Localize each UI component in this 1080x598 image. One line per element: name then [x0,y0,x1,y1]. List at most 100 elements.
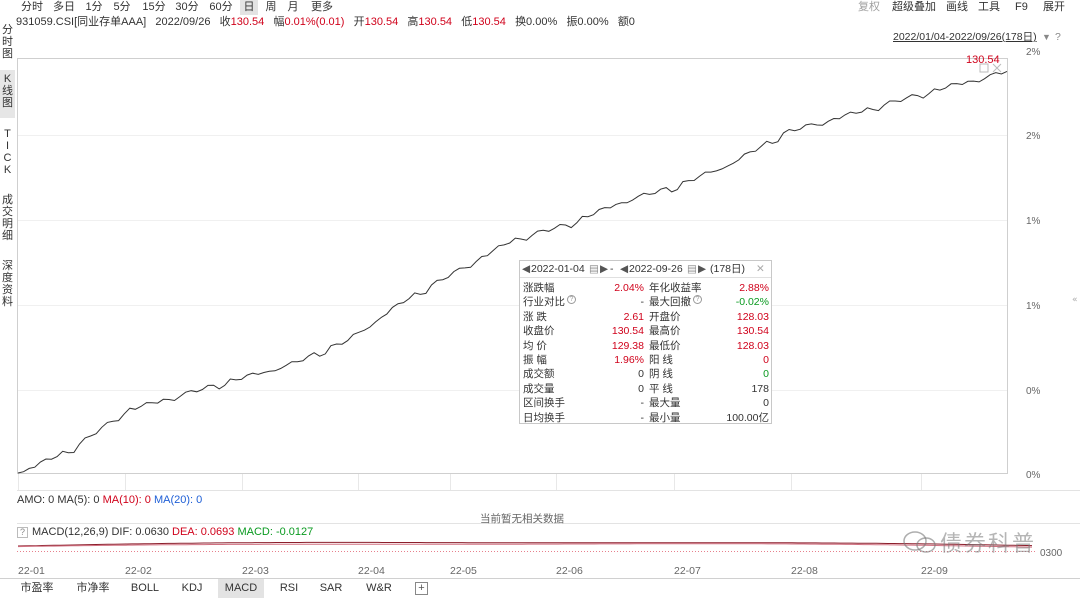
y-tick-label: 2% [1026,47,1041,58]
triangle-down-icon[interactable]: ▼ [1042,32,1051,42]
x-tick-label: 22-05 [450,565,477,577]
tab-boll[interactable]: BOLL [130,582,160,594]
period-multi-day[interactable]: 多日 [53,1,75,13]
stat-label: 最大回撤? [649,295,702,309]
ma10-label: MA(10): 0 [102,494,151,506]
chevron-left-icon[interactable]: « [1072,295,1078,305]
period-1min[interactable]: 1分 [85,1,103,13]
date-range-selector[interactable]: 2022/01/04-2022/09/26(178日) [893,31,1037,43]
stat-label: 行业对比? [523,295,576,309]
side-tab-depth-info[interactable]: 深度资料 [0,258,15,318]
popup-row: 区间换手 - 最大量 0 [520,396,771,410]
help-icon[interactable]: ? [567,295,576,305]
y-tick-label: 1% [1026,301,1041,312]
side-tab-intraday-chart[interactable]: 分时图 [0,22,15,62]
period-5min[interactable]: 5分 [113,1,131,13]
tab-pe[interactable]: 市盈率 [20,582,54,594]
tab-rsi[interactable]: RSI [279,582,299,594]
stat-label: 日均换手 [523,411,565,424]
period-30min[interactable]: 30分 [175,1,199,13]
stat-label: 最大量 [649,397,681,410]
quote-info-line: 931059.CSI[同业存单AAA] 2022/09/26 收130.54 幅… [16,15,635,29]
start-date[interactable]: 2022-01-04 [531,263,585,275]
stat-label: 收盘价 [523,325,555,338]
end-date[interactable]: 2022-09-26 [629,263,683,275]
days-count: (178日) [710,263,746,275]
tab-wr[interactable]: W&R [366,582,392,594]
period-month[interactable]: 月 [287,1,299,13]
stat-label: 涨 跌 [523,310,547,323]
side-tab-label: 分时图 [2,24,13,60]
popup-row: 涨跌幅 2.04% 年化收益率 2.88% [520,281,771,295]
tab-sar[interactable]: SAR [319,582,343,594]
calendar-icon[interactable] [979,63,989,73]
period-60min[interactable]: 60分 [209,1,233,13]
stat-label: 阳 线 [649,354,673,366]
tab-macd[interactable]: MACD [218,579,264,598]
stat-value: 0 [638,382,644,395]
restore-rights-button[interactable]: 复权 [858,1,880,13]
last-price-label: 130.54 [966,54,1000,66]
help-icon[interactable]: ? [17,527,28,538]
super-overlay-button[interactable]: 超级叠加 [892,1,936,13]
ma20-label: MA(20): 0 [153,494,203,506]
period-15min[interactable]: 15分 [142,1,166,13]
draw-line-button[interactable]: 画线 [946,1,968,13]
close-icon[interactable] [992,63,1002,73]
close-icon[interactable]: ✕ [756,263,765,275]
ma5-label: MA(5): 0 [57,494,100,506]
stat-value: 128.03 [736,310,769,323]
open-label: 开 [353,16,365,28]
tab-pb[interactable]: 市净率 [76,582,110,594]
help-icon[interactable]: ? [693,295,702,305]
prev-arrow-icon[interactable]: ◀ [620,263,629,275]
macd-indicator: ? MACD(12,26,9) DIF: 0.0630 DEA: 0.0693 M… [17,526,313,539]
stat-value: -0.02% [735,296,769,309]
y-axis: 2% 2% 1% 1% 0% 0% [1026,47,1041,481]
side-tab-trade-detail[interactable]: 成交明细 [0,192,15,248]
next-arrow-icon[interactable]: ▶ [600,263,609,275]
period-day[interactable]: 日 [240,0,258,15]
help-icon[interactable]: ? [1055,31,1061,43]
popup-row: 成交额 0 阴 线 0 [520,367,771,381]
expand-button[interactable]: 展开 [1043,1,1065,13]
y-tick-label: 0% [1026,470,1041,481]
x-tick-label: 22-07 [674,565,701,577]
interval-stats-popup: ◀ 2022-01-04 ▤ ▶ - ◀ 2022-09-26 ▤ ▶ (178… [519,260,772,424]
wechat-logo-icon [903,531,936,553]
stat-value: 0 [763,354,769,366]
high-label: 高 [407,16,419,28]
amo-label: AMO: 0 [17,494,55,506]
popup-row: 日均换手 - 最小量 100.00亿 [520,411,771,425]
change-value: 0.01%(0.01) [284,16,345,28]
period-toolbar: 分时 多日 1分 5分 15分 30分 60分 日 周 月 更多 复权 超级叠加… [0,0,1080,15]
period-intraday[interactable]: 分时 [21,1,43,13]
tools-button[interactable]: 工具 [978,1,1000,13]
macd-name: MACD(12,26,9) [32,526,109,538]
y-tick-label: 0% [1026,386,1041,397]
stat-value: 130.54 [736,325,769,338]
security-code: 931059.CSI[同业存单AAA] [16,16,147,28]
period-week[interactable]: 周 [265,1,277,13]
prev-arrow-icon[interactable]: ◀ [522,263,531,275]
macd-dea-line [17,543,1033,548]
period-more[interactable]: 更多 [311,1,333,13]
calendar-icon[interactable]: ▤ [687,263,697,275]
tab-kdj[interactable]: KDJ [181,582,203,594]
no-data-message: 当前暂无相关数据 [480,513,564,525]
macd-dif-line [17,541,1033,547]
range-separator: - [610,263,614,275]
stat-label: 平 线 [649,382,673,395]
y-tick-label: 2% [1026,131,1041,142]
stat-value: 178 [751,382,769,395]
add-tab-button[interactable]: + [415,582,428,595]
f9-button[interactable]: F9 [1015,1,1028,13]
calendar-icon[interactable]: ▤ [589,263,599,275]
next-arrow-icon[interactable]: ▶ [698,263,707,275]
x-tick-label: 22-01 [18,565,45,577]
stat-value: 0 [763,368,769,381]
